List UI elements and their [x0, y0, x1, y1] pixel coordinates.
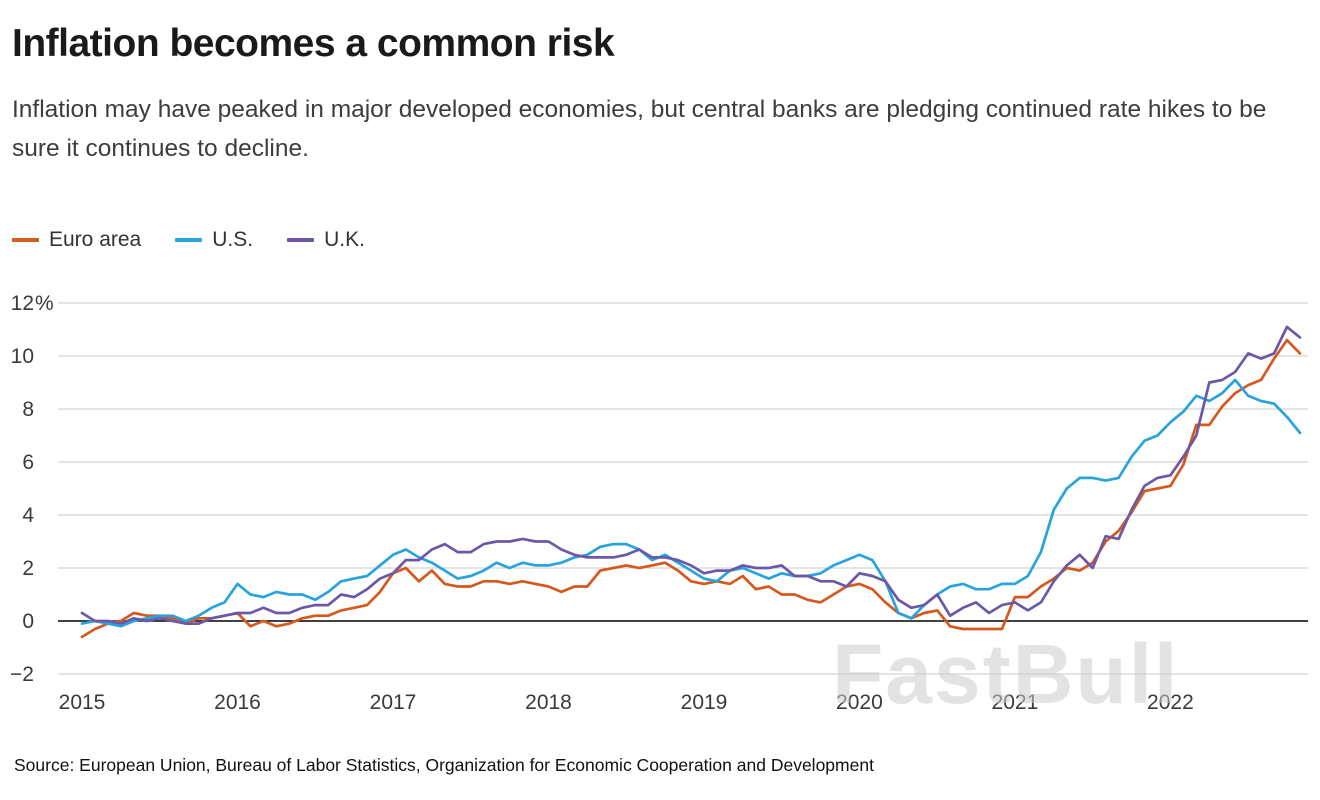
- uk-line-swatch: [287, 238, 315, 243]
- svg-text:8: 8: [22, 398, 34, 421]
- svg-text:0: 0: [22, 610, 34, 633]
- legend-item-us: U.S.: [175, 228, 253, 252]
- svg-text:2: 2: [22, 557, 34, 580]
- line-chart: 12% 10 8 6 4 2 0 −2 2015 2016 2017 2018 2019 2020 2021…: [0, 276, 1320, 729]
- svg-text:2018: 2018: [525, 691, 572, 714]
- svg-text:2019: 2019: [681, 691, 728, 714]
- inflation-line-chart-canvas: 12 % 10 8 6 4 2 0 −2 2015 2016 2017 2018 2019 2020 2021…: [10, 292, 1308, 714]
- legend-label-us: U.S.: [212, 228, 254, 252]
- svg-text:2015: 2015: [59, 691, 106, 714]
- svg-text:%: %: [35, 292, 54, 315]
- page-subtitle: Inflation may have peaked in major devel…: [12, 95, 1267, 162]
- svg-text:2017: 2017: [370, 691, 417, 714]
- chart-page: Inflation becomes a common risk Inflatio…: [0, 22, 1320, 776]
- euro-area-line-swatch: [12, 238, 39, 243]
- legend-label-uk: U.K.: [324, 228, 365, 252]
- svg-text:2021: 2021: [992, 691, 1039, 714]
- source-note: Source: European Union, Bureau of Labor …: [14, 755, 874, 776]
- svg-text:6: 6: [22, 451, 34, 474]
- legend-label-euro-area: Euro area: [49, 228, 142, 252]
- svg-text:2020: 2020: [836, 691, 883, 714]
- page-title: Inflation becomes a common risk: [12, 22, 615, 65]
- svg-text:12: 12: [11, 292, 34, 315]
- us-line-swatch: [175, 238, 203, 243]
- legend-item-euro-area: Euro area: [12, 228, 141, 252]
- svg-text:2016: 2016: [214, 691, 261, 714]
- svg-text:4: 4: [22, 504, 34, 527]
- chart-legend: Euro area U.S. U.K.: [12, 228, 1306, 252]
- svg-text:−2: −2: [10, 663, 34, 686]
- svg-text:10: 10: [11, 345, 34, 368]
- svg-text:2022: 2022: [1147, 691, 1194, 714]
- legend-item-uk: U.K.: [287, 228, 365, 252]
